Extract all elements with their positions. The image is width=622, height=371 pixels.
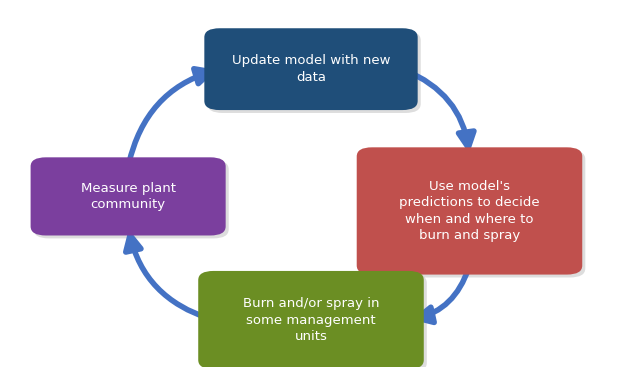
FancyBboxPatch shape: [204, 28, 417, 110]
FancyArrowPatch shape: [129, 69, 211, 164]
FancyBboxPatch shape: [360, 150, 585, 278]
Text: Update model with new
data: Update model with new data: [232, 55, 390, 84]
FancyBboxPatch shape: [34, 160, 229, 239]
Text: Measure plant
community: Measure plant community: [81, 182, 175, 211]
FancyArrowPatch shape: [126, 235, 211, 319]
FancyArrowPatch shape: [417, 268, 468, 322]
FancyBboxPatch shape: [357, 147, 582, 275]
Text: Use model's
predictions to decide
when and where to
burn and spray: Use model's predictions to decide when a…: [399, 180, 540, 242]
FancyBboxPatch shape: [207, 31, 420, 113]
FancyArrowPatch shape: [405, 70, 474, 148]
FancyBboxPatch shape: [202, 274, 427, 371]
Text: Burn and/or spray in
some management
units: Burn and/or spray in some management uni…: [243, 297, 379, 343]
FancyBboxPatch shape: [198, 271, 424, 369]
FancyBboxPatch shape: [30, 157, 226, 236]
